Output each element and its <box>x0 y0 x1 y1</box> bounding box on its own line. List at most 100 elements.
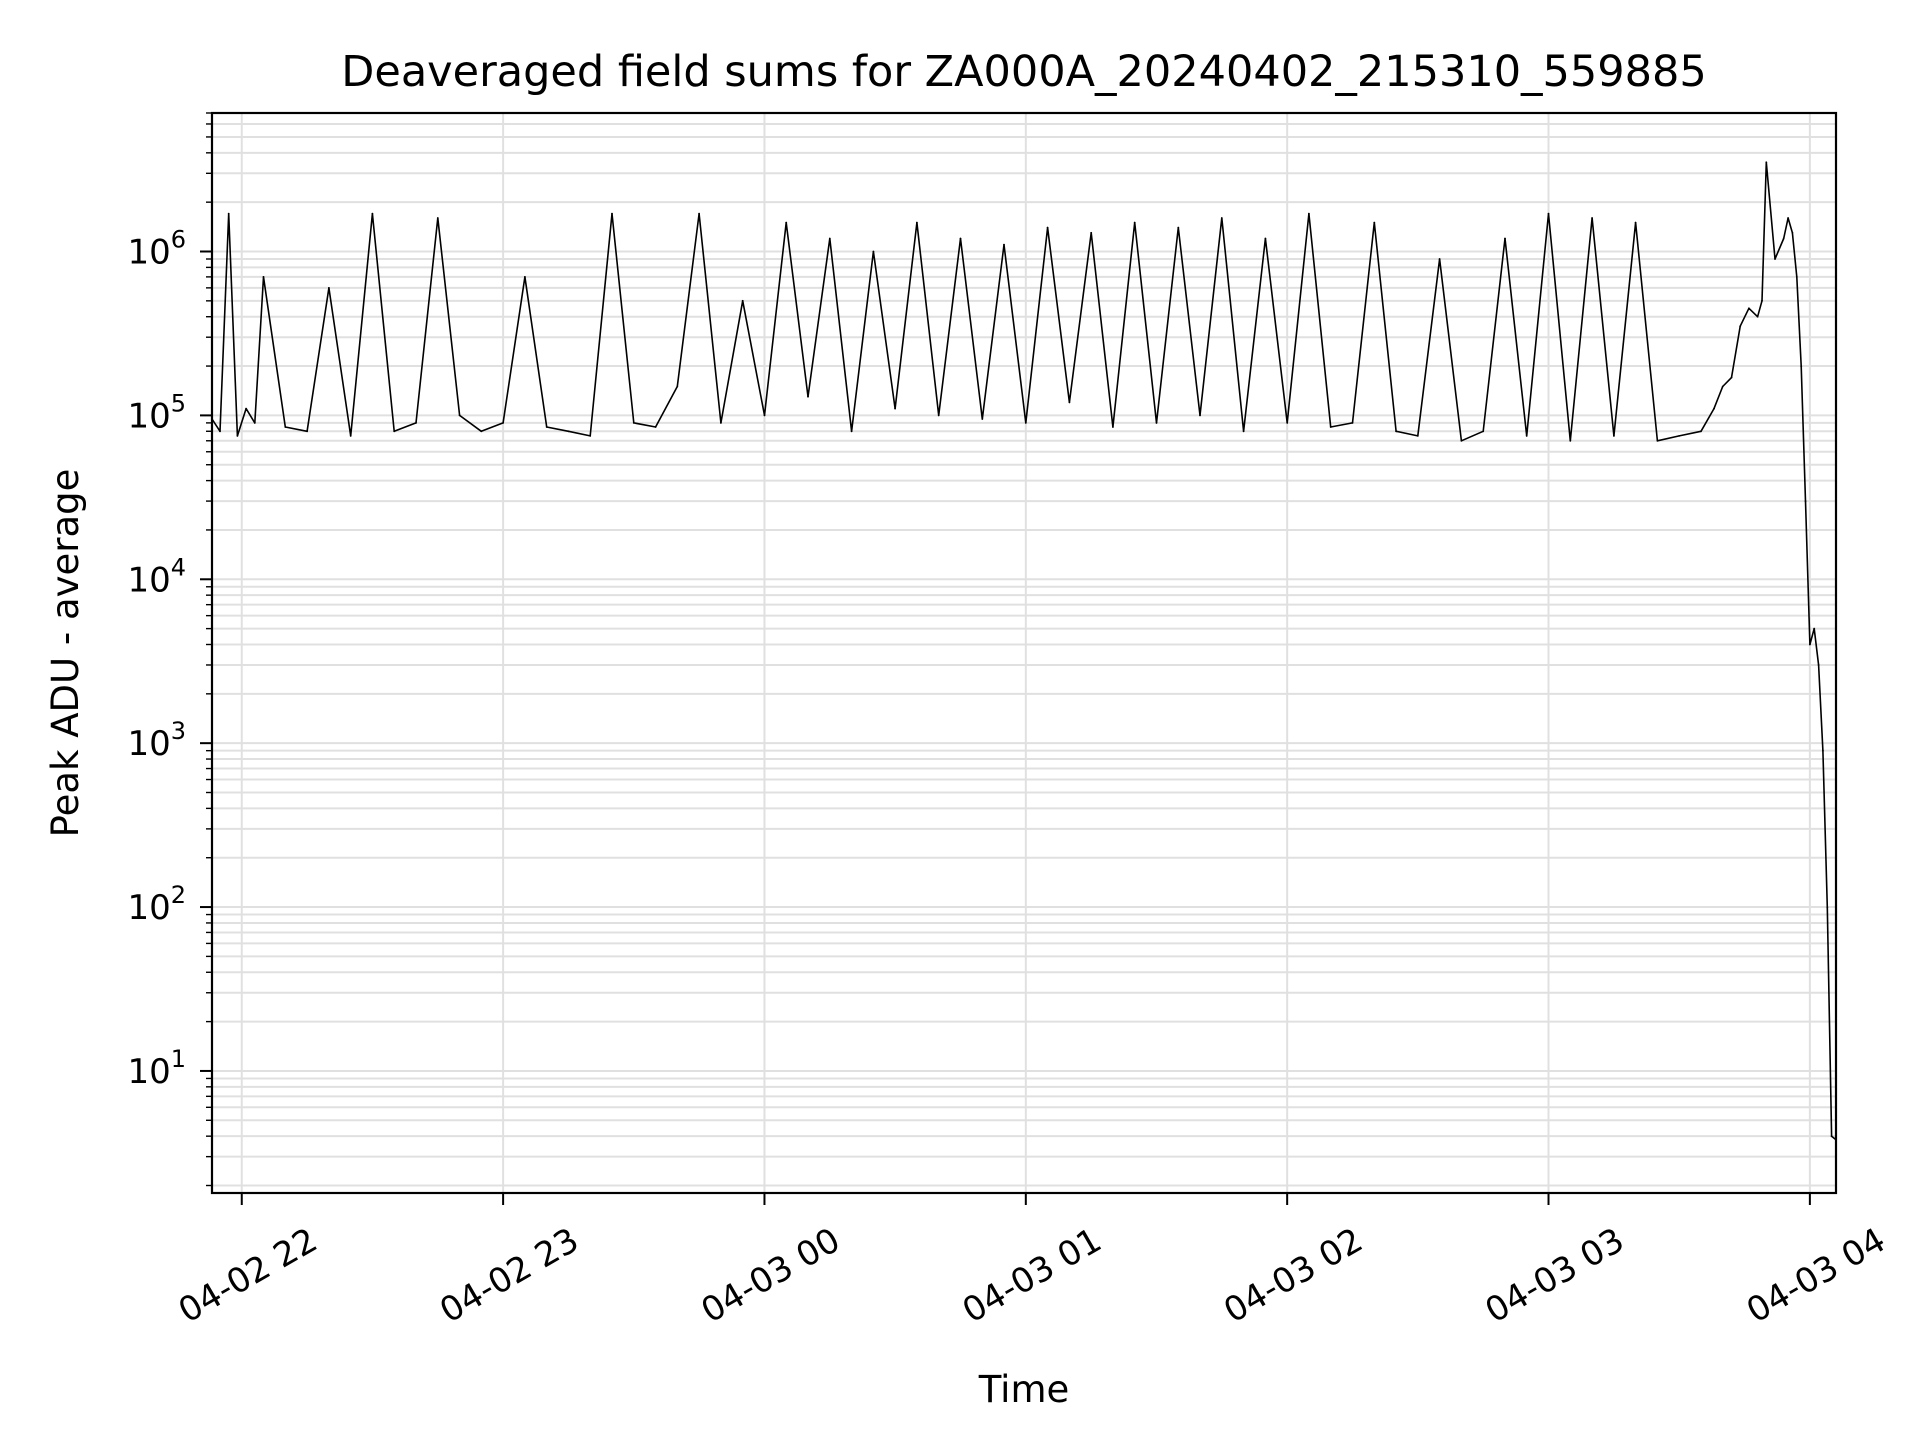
data-point <box>1739 325 1742 328</box>
data-point <box>1068 401 1071 404</box>
data-point <box>1329 426 1332 428</box>
data-point <box>328 287 330 289</box>
data-point <box>1525 435 1528 437</box>
data-point <box>1220 217 1223 219</box>
data-point <box>436 217 439 219</box>
data-point <box>632 422 635 424</box>
y-tick-label: 103 <box>127 717 186 764</box>
data-point <box>1817 664 1820 666</box>
data-point <box>1308 212 1310 215</box>
y-tick-exponent: 5 <box>171 389 186 417</box>
data-point <box>698 212 700 215</box>
data-point <box>393 430 396 433</box>
data-point <box>654 426 657 428</box>
data-point <box>611 212 613 215</box>
data-point <box>1373 221 1376 224</box>
data-point <box>480 430 483 433</box>
data-point <box>1613 435 1615 437</box>
data-point <box>1678 435 1681 437</box>
data-point <box>1242 430 1245 433</box>
data-point <box>1482 430 1485 433</box>
data-point <box>545 426 548 428</box>
data-point <box>524 276 526 278</box>
data-point <box>1286 422 1289 424</box>
y-tick-mantissa: 10 <box>127 233 170 273</box>
data-point <box>502 422 504 424</box>
data-point <box>1003 243 1005 246</box>
data-point <box>219 430 221 433</box>
y-tick-exponent: 2 <box>171 881 186 909</box>
data-point <box>828 237 831 240</box>
data-point <box>1547 212 1550 215</box>
data-point <box>1804 500 1807 502</box>
data-point <box>1800 365 1803 367</box>
data-point <box>1830 1135 1833 1138</box>
data-point <box>741 299 744 302</box>
y-tick-exponent: 6 <box>171 226 186 254</box>
data-point <box>1782 237 1785 240</box>
x-axis-title: Time <box>978 1368 1070 1411</box>
data-layer <box>211 161 1837 1141</box>
data-point <box>1795 276 1798 278</box>
data-point <box>1730 376 1733 379</box>
data-point <box>1634 221 1637 224</box>
data-point <box>1656 439 1659 442</box>
data-point <box>1264 237 1267 240</box>
data-point <box>1460 439 1463 442</box>
data-point <box>1177 226 1180 229</box>
data-point <box>894 407 896 410</box>
y-tick-exponent: 4 <box>171 553 186 581</box>
data-point <box>1748 307 1750 310</box>
y-tick-mantissa: 10 <box>127 396 170 436</box>
data-point <box>959 237 962 240</box>
chart-title: Deaveraged field sums for ZA000A_2024040… <box>341 47 1706 97</box>
data-point <box>415 422 417 424</box>
data-point <box>1713 407 1715 410</box>
data-point <box>371 212 374 215</box>
data-point <box>1155 422 1158 424</box>
y-tick-label: 104 <box>127 553 186 600</box>
data-point <box>1787 217 1789 219</box>
data-point <box>458 414 461 417</box>
data-point <box>1199 414 1201 417</box>
data-point <box>1090 231 1093 234</box>
data-point <box>1765 161 1768 164</box>
data-point <box>916 221 918 224</box>
data-point <box>236 435 239 437</box>
data-point <box>1809 643 1811 646</box>
data-point <box>306 430 308 433</box>
data-point <box>981 418 984 420</box>
data-point <box>245 407 248 410</box>
data-point <box>284 426 287 428</box>
data-point <box>1813 627 1816 630</box>
data-point <box>1756 315 1759 318</box>
data-point <box>253 422 256 424</box>
y-tick-mantissa: 10 <box>127 724 170 764</box>
data-point <box>1351 422 1354 424</box>
grid <box>212 112 1836 1193</box>
data-point <box>567 430 570 433</box>
data-point <box>763 414 766 417</box>
data-point <box>262 276 265 278</box>
y-tick-exponent: 1 <box>171 1045 186 1073</box>
data-point <box>1761 299 1763 302</box>
data-point <box>937 414 940 417</box>
data-point <box>676 385 679 388</box>
y-tick-mantissa: 10 <box>127 888 170 928</box>
data-point <box>1591 217 1593 219</box>
data-point <box>1774 258 1776 260</box>
data-point <box>1822 749 1824 752</box>
y-tick-label: 105 <box>127 389 186 436</box>
y-tick-label: 101 <box>127 1045 186 1092</box>
y-tick-mantissa: 10 <box>127 560 170 600</box>
data-point <box>872 250 875 253</box>
data-point <box>785 221 788 224</box>
data-point <box>1024 422 1027 424</box>
data-point <box>1133 221 1136 224</box>
data-point <box>1826 906 1829 908</box>
data-point <box>1569 439 1572 442</box>
y-tick-mantissa: 10 <box>127 1052 170 1092</box>
data-point <box>1438 258 1441 260</box>
